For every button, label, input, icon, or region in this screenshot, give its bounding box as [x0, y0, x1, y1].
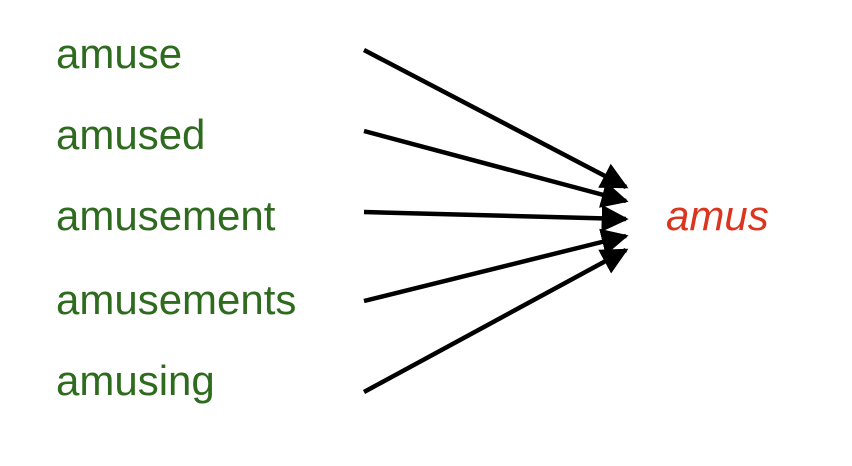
arrow-amused	[363, 128, 629, 208]
word-amused: amused	[56, 111, 206, 158]
arrow-amusements	[363, 228, 629, 304]
word-amusement: amusement	[56, 192, 276, 239]
stem-output: amus	[666, 192, 769, 239]
arrow-amusement	[363, 204, 629, 232]
arrow-amuse	[362, 48, 629, 189]
word-amusing: amusing	[56, 357, 215, 404]
arrow-amusing	[362, 248, 629, 394]
word-amusements: amusements	[56, 276, 297, 323]
word-amuse: amuse	[56, 30, 183, 77]
